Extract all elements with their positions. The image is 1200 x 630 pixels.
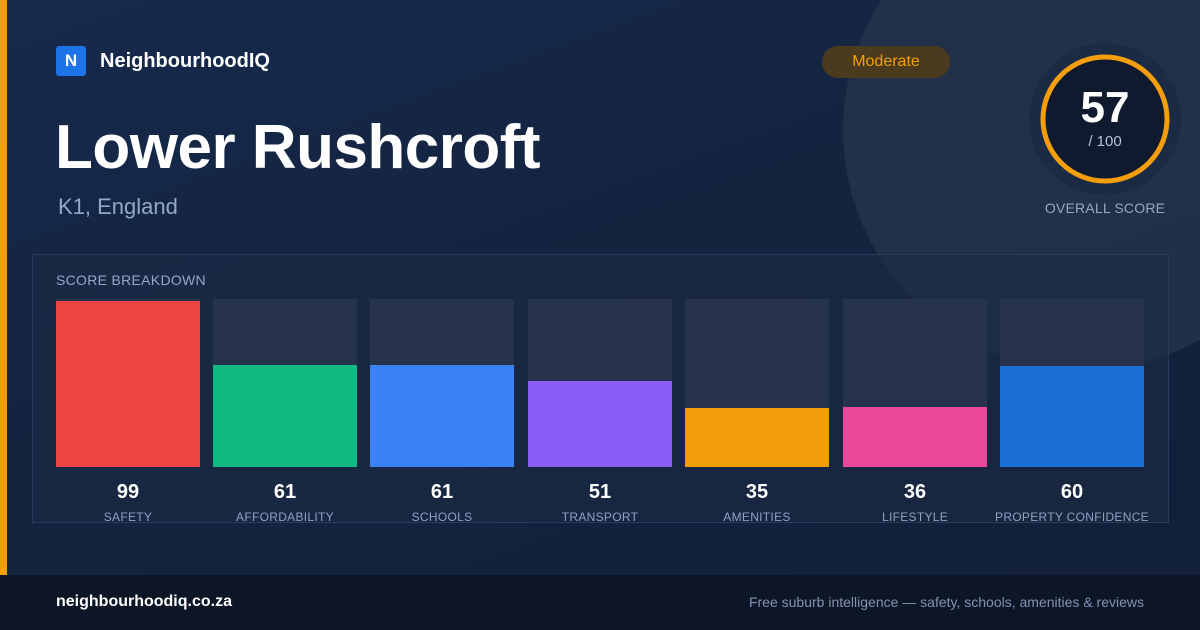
score-label: TRANSPORT (561, 510, 639, 524)
score-label: PROPERTY CONFIDENCE (995, 510, 1149, 524)
score-bar-fill (843, 407, 987, 467)
brand-logo-icon: N (56, 46, 86, 76)
score-bar-fill (56, 301, 200, 467)
overall-score-label: OVERALL SCORE (1044, 200, 1166, 216)
accent-bar (0, 0, 7, 575)
score-column-safety: 99 SAFETY (56, 299, 200, 524)
score-breakdown-panel: SCORE BREAKDOWN 99 SAFETY 61 AFFORDABILI… (32, 254, 1169, 524)
score-bar-track (56, 299, 200, 467)
overall-score-max: / 100 (1088, 133, 1122, 150)
rating-badge: Moderate (822, 46, 950, 78)
score-value: 36 (903, 481, 927, 503)
score-column-amenities: 35 AMENITIES (685, 299, 829, 524)
score-ring-icon (1029, 43, 1181, 195)
score-column-lifestyle: 36 LIFESTYLE (843, 299, 987, 524)
share-card: N NeighbourhoodIQ Lower Rushcroft K1, En… (0, 0, 1200, 575)
score-bar-fill (213, 365, 357, 467)
overall-score-value: 57 (1080, 83, 1130, 132)
score-bar-track (685, 299, 829, 467)
score-label: SCHOOLS (411, 510, 473, 524)
score-column-transport: 51 TRANSPORT (528, 299, 672, 524)
score-label: SAFETY (103, 510, 153, 524)
suburb-region: K1, England (58, 194, 178, 219)
score-value: 61 (273, 481, 297, 503)
score-column-property-confidence: 60 PROPERTY CONFIDENCE (995, 299, 1149, 524)
score-bar-track (370, 299, 514, 467)
score-value: 35 (745, 481, 769, 503)
score-column-schools: 61 SCHOOLS (370, 299, 514, 524)
footer-domain-link[interactable]: neighbourhoodiq.co.za (56, 593, 232, 610)
score-label: AMENITIES (723, 510, 791, 524)
score-value: 60 (1060, 481, 1084, 503)
score-bar-track (528, 299, 672, 467)
footer: neighbourhoodiq.co.za Free suburb intell… (0, 575, 1200, 630)
score-breakdown-title: SCORE BREAKDOWN (56, 272, 206, 288)
score-value: 51 (588, 481, 612, 503)
score-bar-track (843, 299, 987, 467)
score-bar-fill (1000, 366, 1144, 467)
suburb-title: Lower Rushcroft (55, 113, 541, 182)
score-bar-track (1000, 299, 1144, 467)
score-column-affordability: 61 AFFORDABILITY (213, 299, 357, 524)
rating-badge-label: Moderate (852, 53, 920, 70)
score-value: 99 (116, 481, 140, 503)
score-bar-fill (528, 381, 672, 467)
score-value: 61 (430, 481, 454, 503)
score-label: AFFORDABILITY (236, 510, 334, 524)
overall-score-gauge: 57 / 100 (1028, 42, 1182, 196)
score-label: LIFESTYLE (881, 510, 949, 524)
brand-name: NeighbourhoodIQ (100, 49, 270, 72)
brand: N NeighbourhoodIQ (56, 46, 270, 76)
score-bar-track (213, 299, 357, 467)
score-bar-fill (370, 365, 514, 467)
score-bar-fill (685, 408, 829, 467)
footer-tagline: Free suburb intelligence — safety, schoo… (748, 594, 1144, 610)
